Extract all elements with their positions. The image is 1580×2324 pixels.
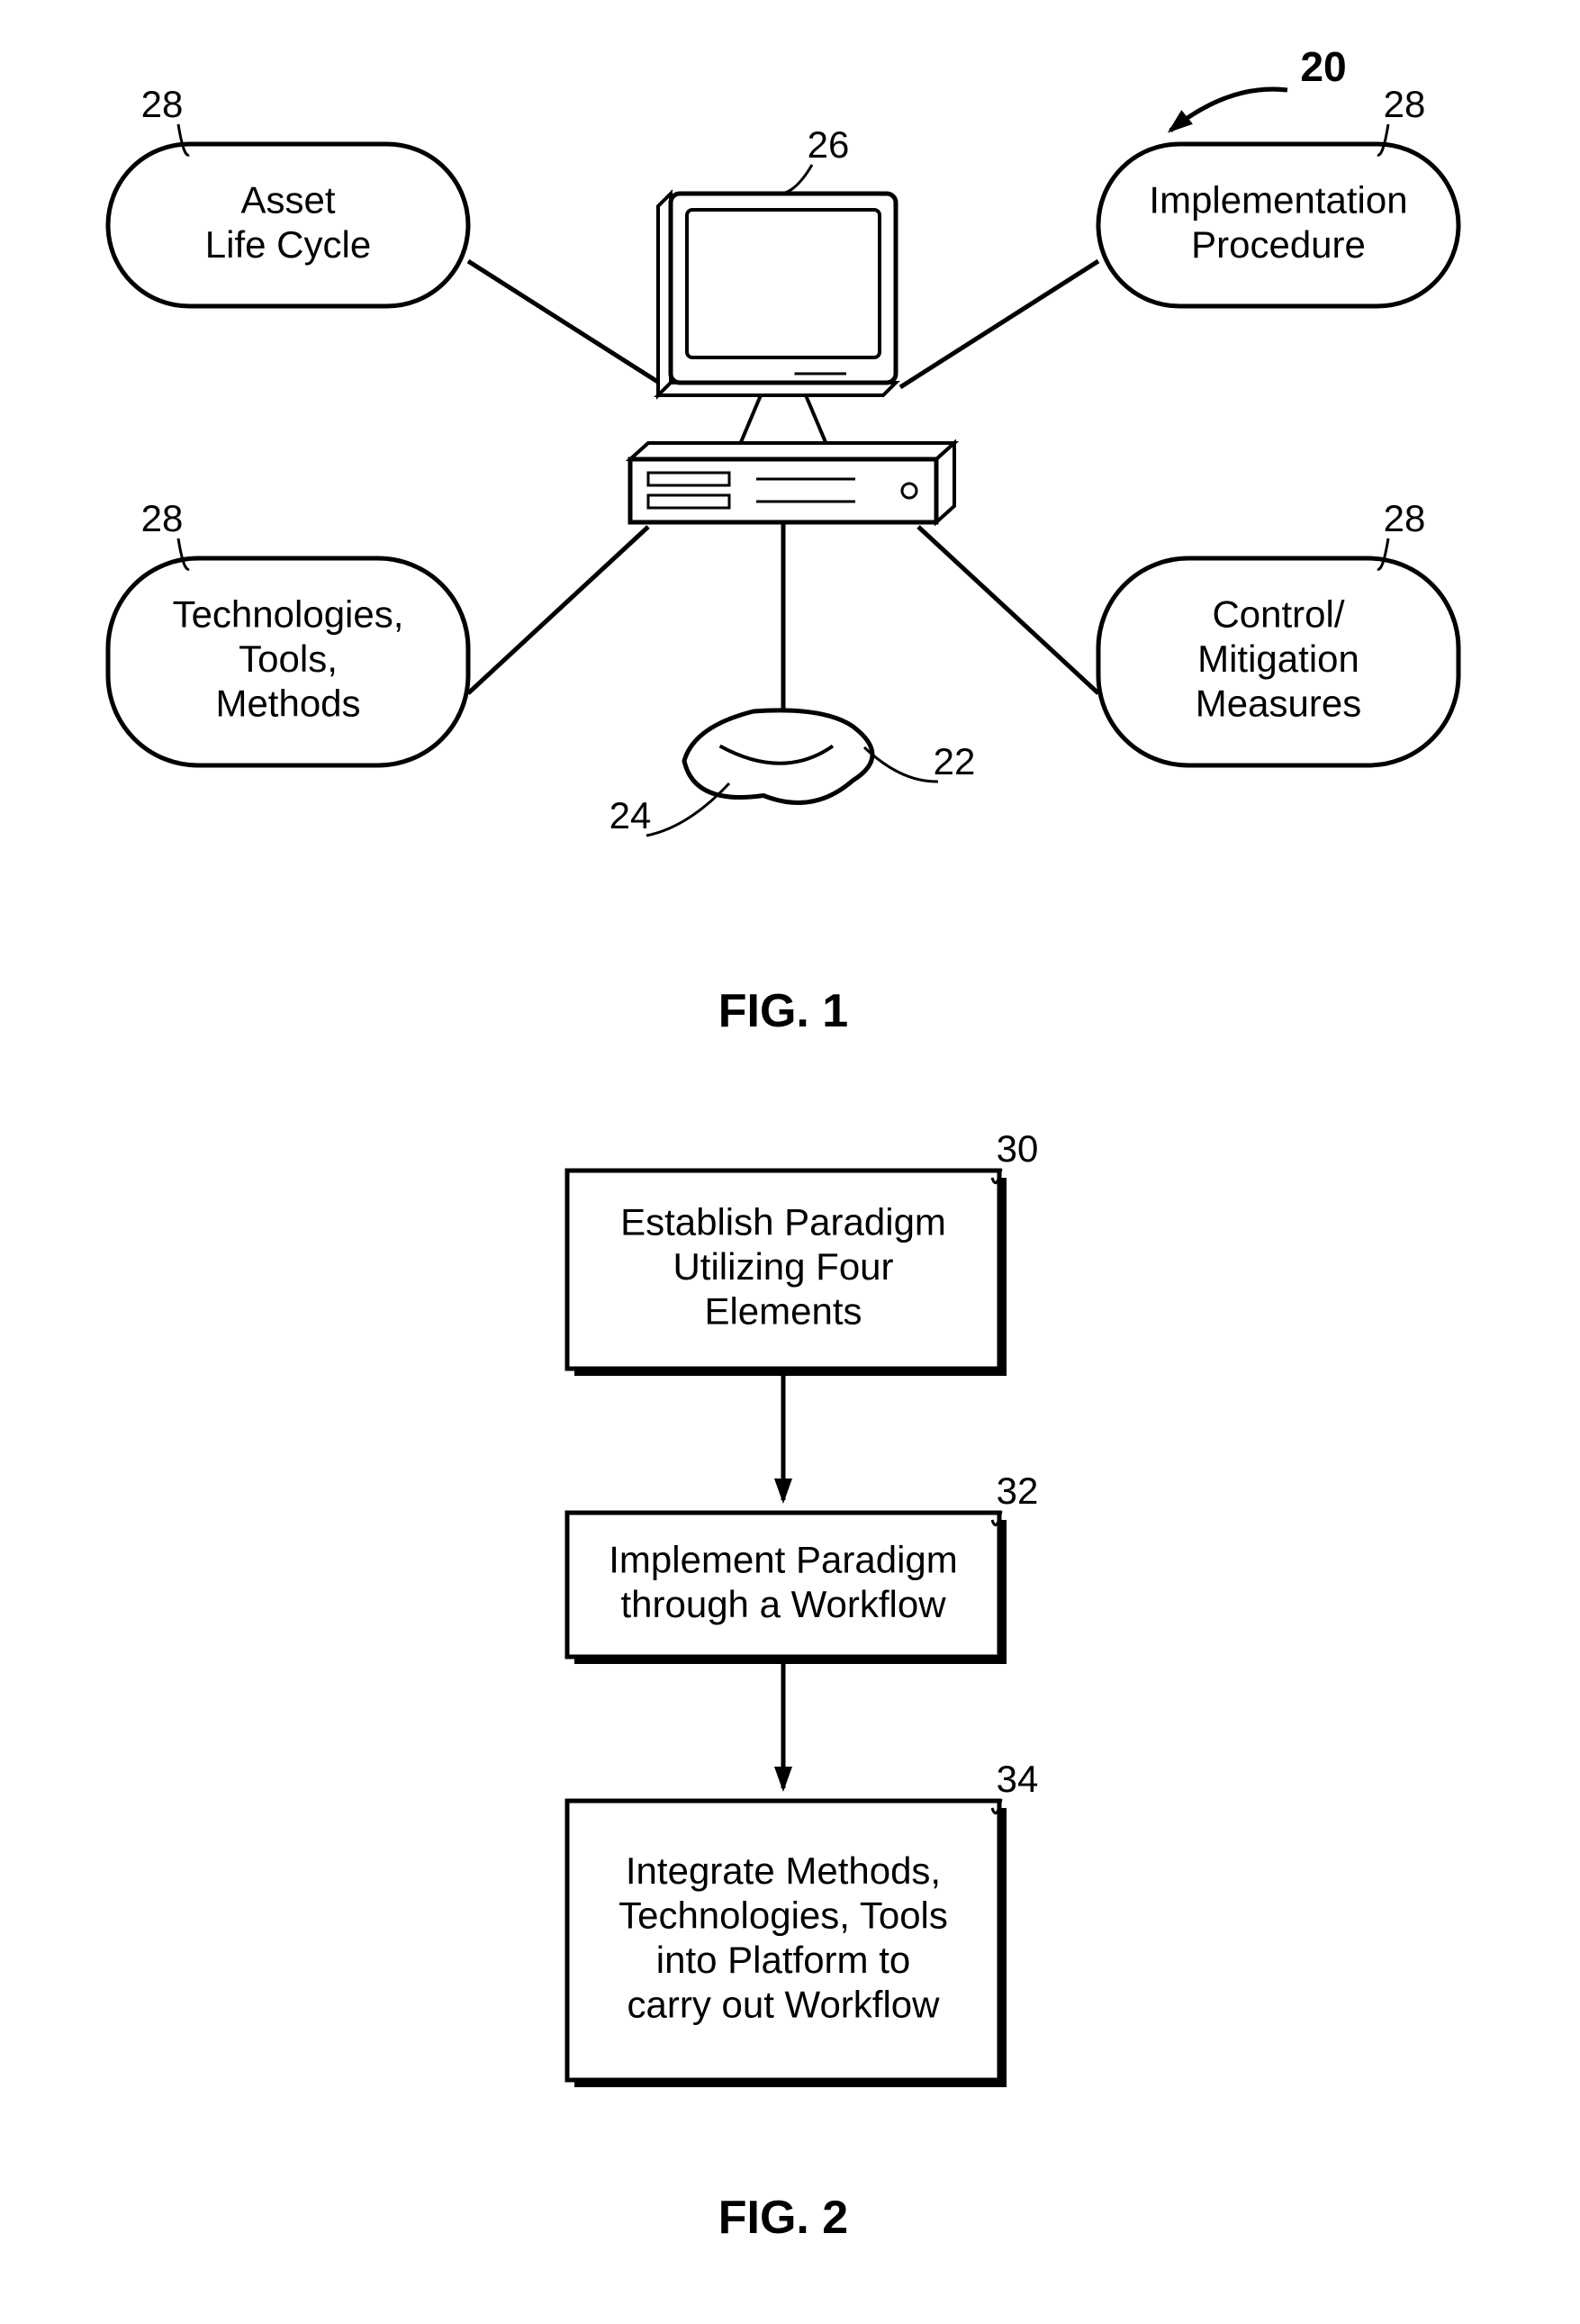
text-line: Tools, — [239, 638, 338, 680]
connector-line — [468, 261, 666, 387]
text-line: Implementation — [1149, 178, 1407, 221]
text-line: Measures — [1196, 683, 1361, 725]
text-line: Elements — [704, 1290, 862, 1333]
text-line: Procedure — [1191, 223, 1366, 266]
reference-number: 20 — [1300, 43, 1346, 90]
base-front — [630, 459, 936, 522]
pill-label: Control/MitigationMeasures — [1196, 593, 1361, 725]
figure-1-label: FIG. 1 — [718, 985, 848, 1037]
text-line: Implement Paradigm — [609, 1538, 958, 1580]
connector-line — [900, 261, 1098, 387]
figure-2: Establish ParadigmUtilizing FourElements… — [567, 1127, 1038, 2244]
reference-leader — [774, 165, 812, 194]
reference-label: 30 — [992, 1127, 1038, 1183]
text-line: Methods — [215, 683, 360, 725]
asset-life-cycle: AssetLife Cycle 28 — [108, 83, 468, 306]
connector-line — [468, 527, 648, 693]
reference-number: 32 — [997, 1469, 1039, 1512]
text-line: Integrate Methods, — [626, 1849, 941, 1892]
reference-number: 30 — [997, 1127, 1039, 1170]
text-line: Control/ — [1212, 593, 1344, 636]
reference-number: 22 — [934, 740, 976, 782]
text-line: carry out Workflow — [627, 1983, 941, 2025]
text-line: Utilizing Four — [673, 1245, 893, 1288]
ground-outline — [684, 710, 872, 803]
reference-number: 28 — [141, 83, 184, 125]
text-line: Technologies, Tools — [618, 1894, 948, 1936]
monitor-screen — [687, 210, 880, 357]
text-line: into Platform to — [656, 1939, 910, 1981]
text-line: Establish Paradigm — [620, 1201, 946, 1243]
base-side — [936, 443, 954, 522]
connector-line — [918, 527, 1098, 693]
reference-arrow — [1170, 89, 1287, 131]
reference-number: 26 — [808, 123, 850, 166]
reference-label: 32 — [992, 1469, 1038, 1525]
figure-1: AssetLife Cycle28ImplementationProcedure… — [108, 43, 1458, 1037]
reference-label: 22 — [864, 740, 975, 782]
text-line: Mitigation — [1197, 638, 1359, 680]
main-reference: 20 — [1170, 43, 1347, 131]
text-line: through a Workflow — [620, 1583, 946, 1625]
reference-number: 28 — [141, 497, 184, 539]
control-mitigation-measures: Control/MitigationMeasures 28 — [1098, 497, 1458, 765]
text-line: Technologies, — [173, 593, 404, 636]
computer-icon — [630, 194, 954, 522]
ground-icon — [684, 710, 872, 803]
integrate-methods: Integrate Methods,Technologies, Toolsint… — [567, 1758, 1038, 2087]
establish-paradigm: Establish ParadigmUtilizing FourElements… — [567, 1127, 1038, 1376]
reference-label: 34 — [992, 1758, 1038, 1813]
implementation-procedure: ImplementationProcedure 28 — [1098, 83, 1458, 306]
reference-number: 34 — [997, 1758, 1039, 1800]
text-line: Asset — [240, 178, 335, 221]
reference-label: 26 — [774, 123, 849, 194]
reference-leader — [864, 747, 938, 782]
reference-number: 24 — [609, 794, 652, 836]
reference-label: 28 — [1377, 497, 1425, 569]
base-top — [630, 443, 954, 459]
reference-number: 28 — [1384, 83, 1426, 125]
technologies-tools-methods: Technologies,Tools,Methods 28 — [108, 497, 468, 765]
reference-label: 28 — [1377, 83, 1425, 155]
reference-number: 28 — [1384, 497, 1426, 539]
reference-label: 28 — [141, 83, 189, 155]
reference-label: 28 — [141, 497, 189, 569]
text-line: Life Cycle — [205, 223, 371, 266]
figure-2-label: FIG. 2 — [718, 2192, 848, 2244]
implement-paradigm: Implement Paradigmthrough a Workflow 32 — [567, 1469, 1038, 1664]
